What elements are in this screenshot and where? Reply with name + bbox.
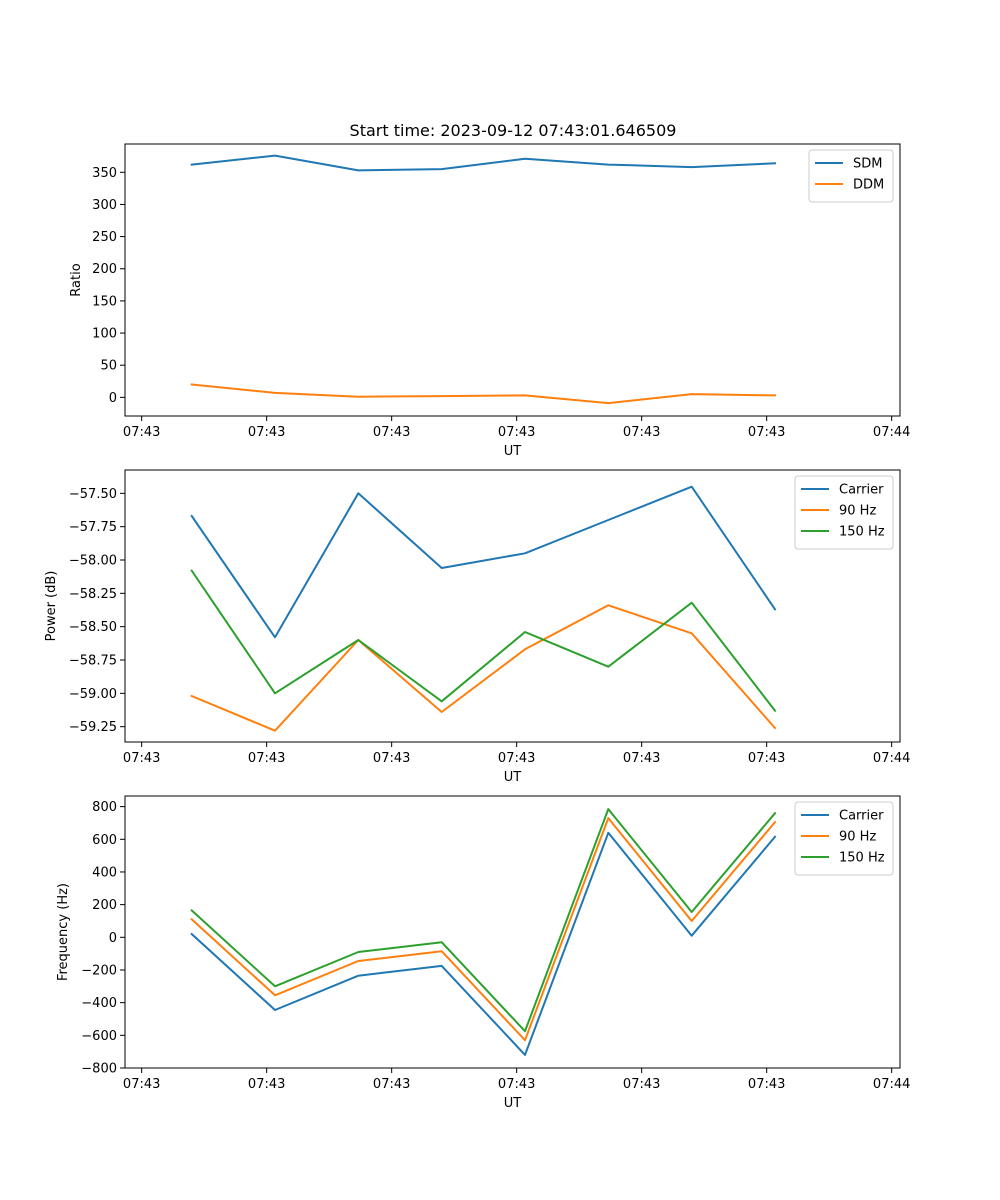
legend-label: 90 Hz xyxy=(839,830,876,845)
plot-frame xyxy=(124,795,901,1069)
y-tick-label: −58.25 xyxy=(69,587,117,602)
legend-label: SDM xyxy=(853,157,882,172)
y-tick-label: 0 xyxy=(109,391,117,406)
y-tick-label: 600 xyxy=(92,833,117,848)
legend-label: Carrier xyxy=(839,809,884,824)
x-tick-label: 07:43 xyxy=(373,1077,410,1092)
x-axis-label: UT xyxy=(504,770,522,785)
series-line-sdm xyxy=(190,154,777,172)
legend: SDM DDM xyxy=(808,149,894,203)
legend-label: DDM xyxy=(853,178,884,193)
y-tick-label: −59.25 xyxy=(69,720,117,735)
y-tick-label: −600 xyxy=(81,1029,117,1044)
x-tick-label: 07:43 xyxy=(623,1077,660,1092)
series-line-carrier xyxy=(190,831,777,1056)
x-tick-label: 07:43 xyxy=(748,1077,785,1092)
x-tick-label: 07:43 xyxy=(248,1077,285,1092)
plot-frame xyxy=(124,143,901,417)
y-tick-label: −58.50 xyxy=(69,620,117,635)
y-tick-label: −400 xyxy=(81,996,117,1011)
x-tick-label: 07:43 xyxy=(373,751,410,766)
x-tick-label: 07:43 xyxy=(748,425,785,440)
y-tick-label: −57.50 xyxy=(69,487,117,502)
chart-panel-2: 07:43 07:43 07:43 07:43 07:43 07:43 07:44 −59.2… xyxy=(44,469,910,785)
x-axis-label: UT xyxy=(504,444,522,459)
plot-frame xyxy=(124,469,901,743)
x-tick-label: 07:43 xyxy=(623,751,660,766)
x-tick-label: 07:44 xyxy=(873,751,910,766)
y-tick-label: −800 xyxy=(81,1062,117,1077)
y-tick-label: 100 xyxy=(92,327,117,342)
y-tick-label: 50 xyxy=(100,359,117,374)
legend-label: 150 Hz xyxy=(839,851,885,866)
x-tick-label: 07:43 xyxy=(623,425,660,440)
y-tick-label: −200 xyxy=(81,963,117,978)
legend-label: 150 Hz xyxy=(839,525,885,540)
panels: 07:43 07:43 07:43 07:43 07:43 07:43 07:44 0 50 10… xyxy=(44,143,910,1111)
series-line-90-hz xyxy=(190,817,777,1042)
y-tick-label: −58.00 xyxy=(69,554,117,569)
y-tick-label: 400 xyxy=(92,865,117,880)
y-tick-label: 350 xyxy=(92,166,117,181)
y-tick-label: 300 xyxy=(92,198,117,213)
x-tick-label: 07:43 xyxy=(498,1077,535,1092)
x-tick-label: 07:44 xyxy=(873,1077,910,1092)
series-line-90-hz xyxy=(190,604,777,732)
legend-label: 90 Hz xyxy=(839,504,876,519)
series-line-carrier xyxy=(190,485,777,639)
x-tick-label: 07:43 xyxy=(748,751,785,766)
y-tick-label: 200 xyxy=(92,262,117,277)
legend-label: Carrier xyxy=(839,483,884,498)
x-tick-label: 07:43 xyxy=(123,1077,160,1092)
chart-panel-1: 07:43 07:43 07:43 07:43 07:43 07:43 07:44 0 50 10… xyxy=(69,143,910,459)
y-axis-label: Ratio xyxy=(69,263,84,296)
series-line-ddm xyxy=(190,383,777,405)
chart-panel-3: 07:43 07:43 07:43 07:43 07:43 07:43 07:44 −800 −… xyxy=(56,795,910,1111)
x-tick-label: 07:43 xyxy=(248,751,285,766)
y-tick-label: 0 xyxy=(109,931,117,946)
y-axis-label: Frequency (Hz) xyxy=(56,883,71,981)
x-tick-label: 07:43 xyxy=(123,425,160,440)
legend: Carrier 90 Hz 150 Hz xyxy=(794,475,894,550)
series-line-150-hz xyxy=(190,808,777,1033)
legend: Carrier 90 Hz 150 Hz xyxy=(794,801,894,876)
x-tick-label: 07:44 xyxy=(873,425,910,440)
series-line-150-hz xyxy=(190,569,777,713)
y-tick-label: 250 xyxy=(92,230,117,245)
y-tick-label: −59.00 xyxy=(69,687,117,702)
y-tick-label: 200 xyxy=(92,898,117,913)
x-tick-label: 07:43 xyxy=(498,751,535,766)
y-tick-label: −57.75 xyxy=(69,520,117,535)
x-tick-label: 07:43 xyxy=(498,425,535,440)
y-tick-label: −58.75 xyxy=(69,654,117,669)
x-axis-label: UT xyxy=(504,1096,522,1111)
chart-title: Start time: 2023-09-12 07:43:01.646509 xyxy=(350,121,677,140)
x-tick-label: 07:43 xyxy=(123,751,160,766)
y-axis-label: Power (dB) xyxy=(44,571,59,642)
x-tick-label: 07:43 xyxy=(248,425,285,440)
y-tick-label: 150 xyxy=(92,294,117,309)
y-tick-label: 800 xyxy=(92,800,117,815)
x-tick-label: 07:43 xyxy=(373,425,410,440)
